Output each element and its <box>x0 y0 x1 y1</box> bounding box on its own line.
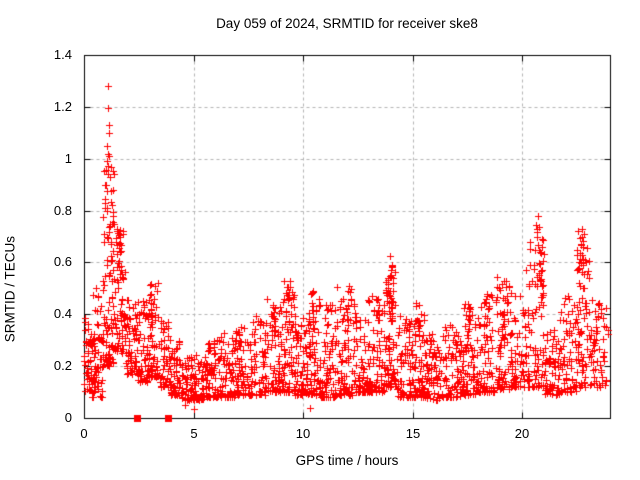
y-tick-label: 0.8 <box>53 203 72 218</box>
y-tick-label: 0 <box>64 410 72 425</box>
y-tick-label: 0.6 <box>53 254 72 269</box>
chart-title: Day 059 of 2024, SRMTID for receiver ske… <box>216 16 478 31</box>
x-tick-label: 15 <box>405 426 421 441</box>
x-tick-label: 10 <box>295 426 311 441</box>
x-tick-label: 0 <box>80 426 88 441</box>
y-tick-label: 1.2 <box>53 99 72 114</box>
x-axis-label: GPS time / hours <box>295 453 399 468</box>
y-tick-label: 1.4 <box>53 47 72 62</box>
y-tick-label: 0.4 <box>53 306 72 321</box>
y-axis-label-text: SRMTID / TECUs <box>2 235 17 343</box>
x-tick-label: 20 <box>514 426 530 441</box>
x-tick-label: 5 <box>190 426 198 441</box>
y-tick-label: 1 <box>64 151 72 166</box>
y-tick-label: 0.2 <box>53 358 72 373</box>
